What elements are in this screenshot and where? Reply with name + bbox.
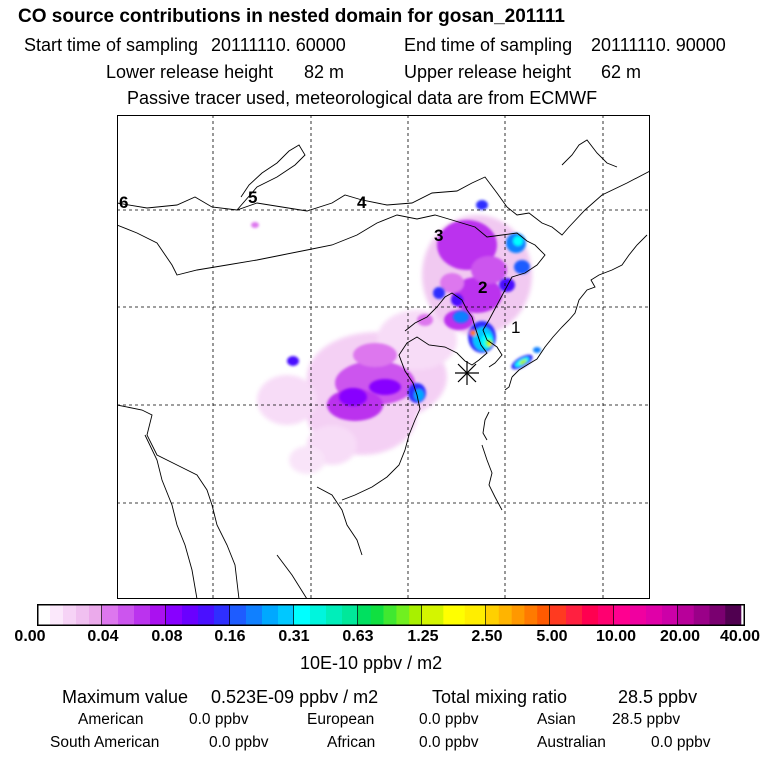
scale-swatch: [443, 604, 465, 626]
scale-swatch: [310, 604, 327, 626]
scale-swatch: [63, 604, 77, 626]
scale-swatch: [566, 604, 583, 626]
region-value-african: 0.0 ppbv: [419, 734, 479, 751]
scale-swatch: [537, 604, 551, 626]
region-value-south-american: 0.0 ppbv: [209, 734, 269, 751]
scale-swatch: [630, 604, 647, 626]
scale-swatch: [89, 604, 103, 626]
scale-tick-11: 40.00: [719, 628, 761, 645]
lat-lon-grid: [117, 115, 650, 599]
trajectory-label-3: 3: [434, 226, 443, 245]
scale-swatch: [709, 604, 726, 626]
tracer-note: Passive tracer used, meteorological data…: [127, 88, 598, 108]
lower-height-value: 82 m: [304, 62, 345, 82]
scale-swatch: [150, 604, 167, 626]
upper-height-label: Upper release height: [404, 62, 572, 82]
max-value-label: Maximum value: [62, 687, 189, 707]
scale-swatch: [725, 604, 742, 626]
scale-swatch: [278, 604, 295, 626]
footprint-field: [251, 200, 541, 474]
scale-swatch: [102, 604, 119, 626]
scale-swatch: [214, 604, 231, 626]
region-value-european: 0.0 ppbv: [419, 711, 479, 728]
scale-swatch: [396, 604, 410, 626]
scale-swatch: [422, 604, 444, 626]
scale-swatch: [50, 604, 64, 626]
footprint-map: 1 2 3 4 5 6: [117, 115, 650, 599]
region-value-american: 0.0 ppbv: [189, 711, 249, 728]
scale-swatch: [230, 604, 247, 626]
end-time-value: 20111110. 90000: [591, 35, 726, 55]
scale-swatch: [326, 604, 343, 626]
region-name-asian: Asian: [537, 711, 576, 728]
scale-tick-8: 5.00: [536, 628, 568, 645]
scale-swatch: [614, 604, 631, 626]
scale-swatch: [37, 604, 51, 626]
trajectory-label-2: 2: [478, 278, 487, 297]
scale-tick-7: 2.50: [471, 628, 503, 645]
scale-tick-1: 0.04: [87, 628, 119, 645]
scale-tick-2: 0.08: [151, 628, 183, 645]
scale-swatch: [511, 604, 525, 626]
scale-swatch: [246, 604, 263, 626]
scale-swatch: [598, 604, 615, 626]
scale-swatch: [464, 604, 487, 626]
region-name-american: American: [78, 711, 144, 728]
region-name-australian: Australian: [537, 734, 606, 751]
scale-swatch: [76, 604, 90, 626]
scale-swatch: [118, 604, 135, 626]
scale-swatch: [383, 604, 397, 626]
scale-swatch: [486, 604, 500, 626]
scale-tick-3: 0.16: [214, 628, 246, 645]
scale-units: 10E-10 ppbv / m2: [300, 653, 443, 673]
total-mixing-label: Total mixing ratio: [432, 687, 568, 707]
scale-swatch: [370, 604, 384, 626]
scale-swatch: [498, 604, 512, 626]
lower-height-label: Lower release height: [106, 62, 274, 82]
scale-swatch: [524, 604, 538, 626]
scale-tick-0: 0.00: [14, 628, 46, 645]
scale-swatch: [409, 604, 423, 626]
trajectory-label-6: 6: [119, 193, 128, 212]
scale-swatch: [646, 604, 663, 626]
trajectory-label-4: 4: [357, 193, 367, 212]
scale-swatch: [693, 604, 710, 626]
upper-height-value: 62 m: [601, 62, 642, 82]
scale-tick-4: 0.31: [278, 628, 310, 645]
region-name-south-american: South American: [50, 734, 160, 751]
scale-swatch: [678, 604, 695, 626]
scale-swatch: [182, 604, 199, 626]
trajectory-label-1: 1: [511, 318, 520, 337]
scale-swatch: [262, 604, 279, 626]
region-name-african: African: [327, 734, 376, 751]
scale-swatch: [198, 604, 215, 626]
trajectory-label-5: 5: [248, 188, 257, 207]
scale-swatch: [134, 604, 151, 626]
region-value-australian: 0.0 ppbv: [651, 734, 711, 751]
scale-swatch: [342, 604, 359, 626]
scale-tick-9: 10.00: [595, 628, 637, 645]
region-value-asian: 28.5 ppbv: [612, 711, 681, 728]
scale-swatch: [550, 604, 567, 626]
color-scale-bar: [37, 604, 745, 626]
scale-swatch: [662, 604, 679, 626]
scale-tick-5: 0.63: [342, 628, 374, 645]
coastlines: [117, 139, 650, 599]
scale-swatch: [294, 604, 311, 626]
scale-frame: [37, 604, 745, 626]
asterisk-icon: [455, 361, 479, 385]
end-time-label: End time of sampling: [404, 35, 573, 55]
plot-title: CO source contributions in nested domain…: [18, 6, 565, 27]
scale-tick-6: 1.25: [407, 628, 439, 645]
scale-tick-10: 20.00: [659, 628, 701, 645]
scale-swatch: [358, 604, 372, 626]
start-time-value: 20111110. 60000: [211, 35, 346, 55]
total-mixing-value: 28.5 ppbv: [618, 687, 698, 707]
region-name-european: European: [307, 711, 375, 728]
max-value: 0.523E-09 ppbv / m2: [211, 687, 379, 707]
start-time-label: Start time of sampling: [24, 35, 199, 55]
scale-swatch: [582, 604, 599, 626]
scale-swatch: [166, 604, 183, 626]
